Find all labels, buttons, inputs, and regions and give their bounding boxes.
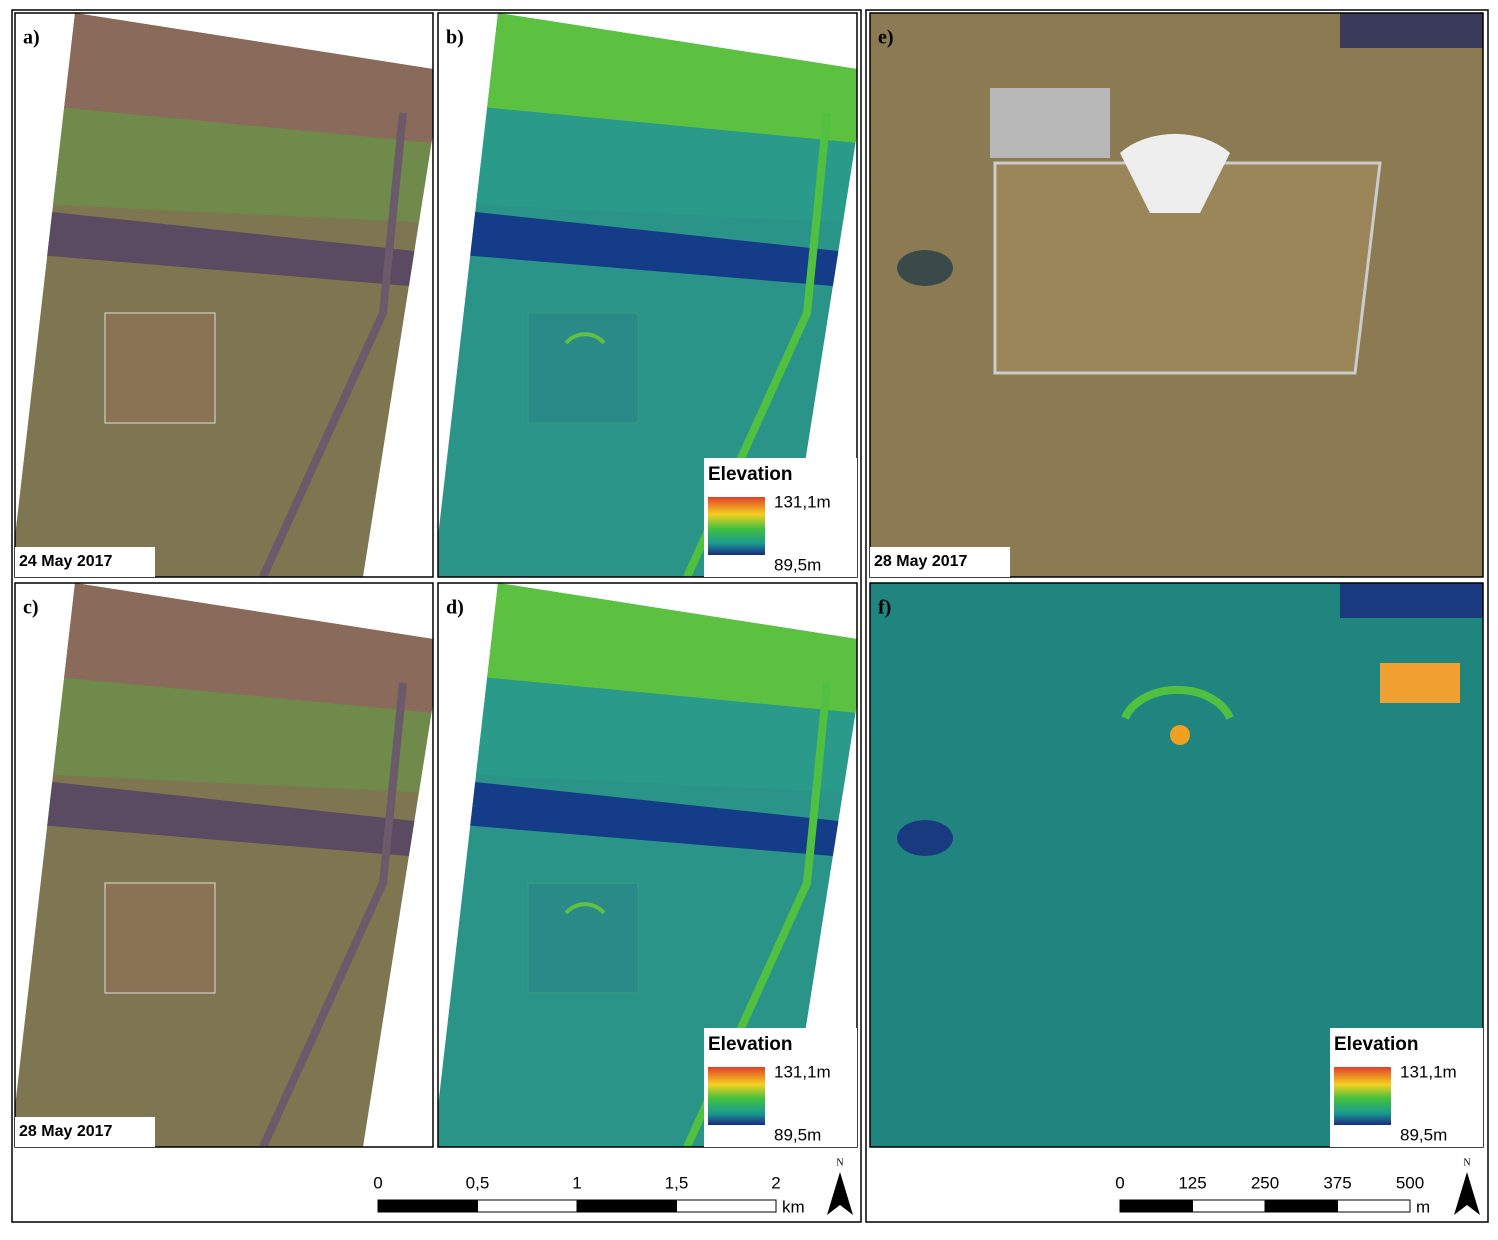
scale-label: 125 (1178, 1173, 1206, 1192)
frame-left (11, 9, 862, 1223)
meadow (438, 103, 857, 223)
scale-label: 500 (1396, 1173, 1424, 1192)
map (15, 13, 433, 577)
railway (259, 682, 407, 1147)
scale-segment (477, 1199, 578, 1213)
meadow (15, 103, 433, 223)
stage (1120, 133, 1230, 213)
river (15, 208, 433, 288)
panel-border (14, 582, 434, 1148)
festival-site (104, 312, 216, 424)
north-label: N (1463, 1157, 1470, 1168)
scale-unit: m (1416, 1197, 1430, 1216)
map (870, 13, 1483, 577)
scale-label: 0 (1115, 1173, 1124, 1192)
frame-right (865, 9, 1489, 1223)
date-box (15, 1117, 155, 1147)
pond (897, 820, 953, 856)
scale-bar: 0 0,5 1 1,5 2km N (373, 1157, 853, 1216)
map-panel: b) Elevation 131,1m 89,5m (437, 12, 858, 578)
north-label: N (836, 1157, 843, 1168)
date: 24 May 2017 (19, 553, 113, 570)
panel-border (14, 12, 434, 578)
scale-label: 0 (373, 1173, 382, 1192)
legend-min: 89,5m (1400, 1125, 1447, 1144)
north-arrow (827, 1172, 853, 1215)
date: 28 May 2017 (874, 553, 968, 570)
legend-min: 89,5m (774, 1125, 821, 1144)
railway (259, 112, 407, 577)
scale-bar: 0 125 250 375 500 m N (1115, 1157, 1480, 1216)
scale-segment (1264, 1199, 1338, 1213)
scale-label: 250 (1251, 1173, 1279, 1192)
festival-site (104, 882, 216, 994)
panel-border (437, 12, 858, 578)
meadow (15, 673, 433, 793)
legend-title: Elevation (708, 464, 792, 485)
legend-max: 131,1m (1400, 1062, 1457, 1081)
scale-label: 0,5 (466, 1173, 490, 1192)
date: 28 May 2017 (19, 1123, 113, 1140)
pond (897, 250, 953, 286)
scale-segment (1337, 1199, 1411, 1213)
scale-label: 375 (1323, 1173, 1351, 1192)
legend-min: 89,5m (774, 555, 821, 574)
scale-label: 1 (572, 1173, 581, 1192)
legend-max: 131,1m (774, 1062, 831, 1081)
scale-segment (676, 1199, 777, 1213)
map-panel: e) 28 May 2017 (869, 12, 1484, 578)
map (15, 583, 433, 1147)
legend-title: Elevation (1334, 1034, 1418, 1055)
scale-segment (576, 1199, 677, 1213)
festival-site (527, 312, 639, 424)
north-arrow (1454, 1172, 1480, 1215)
stage-arc (564, 902, 606, 915)
panel-label: c) (23, 597, 39, 619)
scale-label: 1,5 (665, 1173, 689, 1192)
parking (990, 88, 1110, 158)
panel-border (869, 12, 1484, 578)
date-box (15, 547, 155, 577)
river (438, 208, 857, 288)
stage-arc (1121, 685, 1234, 720)
map-panel: d) Elevation 131,1m 89,5m (437, 582, 858, 1148)
legend-ramp (708, 497, 765, 555)
site (993, 161, 1382, 375)
river (1340, 583, 1483, 618)
tower (1170, 725, 1190, 745)
panel-label: a) (23, 27, 40, 49)
trees (1380, 663, 1460, 703)
river (438, 778, 857, 858)
panel-label: b) (446, 27, 464, 49)
scale-unit: km (782, 1197, 805, 1216)
river (15, 778, 433, 858)
river (1340, 13, 1483, 48)
legend-ramp (1334, 1067, 1391, 1125)
panel-border (869, 582, 1484, 1148)
panel-label: e) (878, 27, 894, 49)
map (438, 583, 857, 1147)
legend-title: Elevation (708, 1034, 792, 1055)
legend-ramp (708, 1067, 765, 1125)
panel-border (437, 582, 858, 1148)
scale-label: 2 (771, 1173, 780, 1192)
legend-max: 131,1m (774, 492, 831, 511)
date-box (870, 547, 1010, 577)
scale-segment (1192, 1199, 1266, 1213)
scale-segment (377, 1199, 478, 1213)
stage-arc (564, 332, 606, 345)
map-panel: f) Elevation 131,1m 89,5m (869, 582, 1484, 1148)
scale-segment (1119, 1199, 1193, 1213)
panel-label: d) (446, 597, 464, 619)
map-panel: c) 28 May 2017 (14, 582, 434, 1148)
map-panel: a) 24 May 2017 (14, 12, 434, 578)
meadow (438, 673, 857, 793)
festival-site (527, 882, 639, 994)
panel-label: f) (878, 597, 891, 619)
